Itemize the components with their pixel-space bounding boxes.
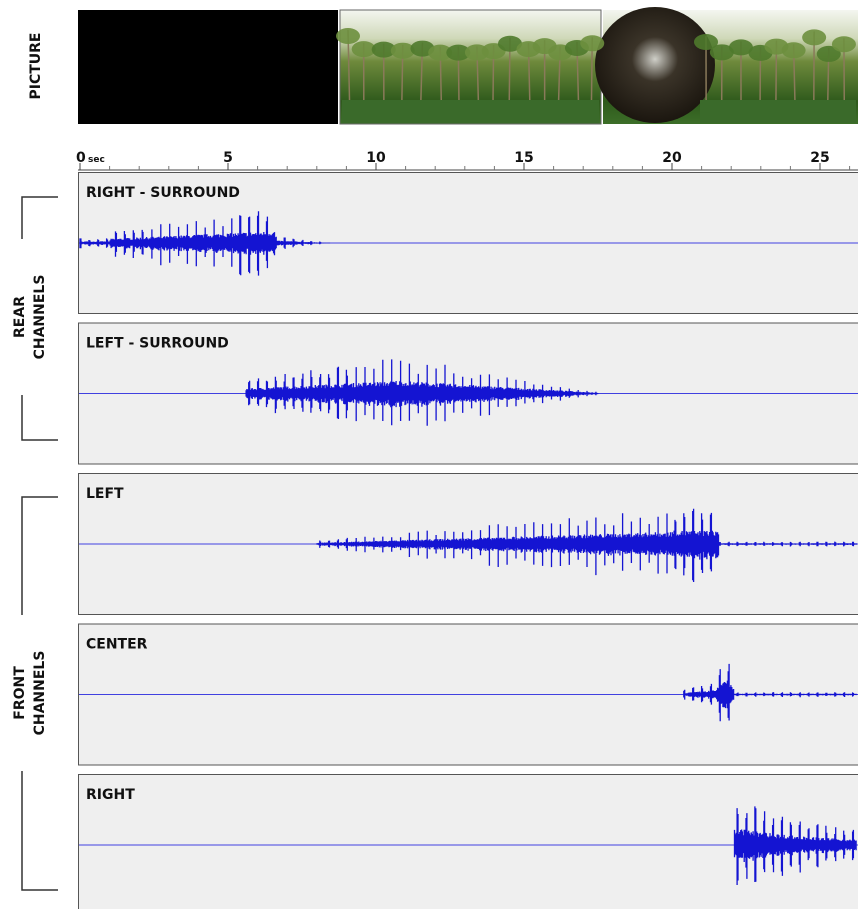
tick-label: 15 — [514, 150, 533, 166]
tick-label: 5 — [223, 150, 233, 166]
unit-label: sec — [88, 155, 105, 165]
channel-label: LEFT — [86, 486, 124, 502]
group-label: CHANNELS — [32, 651, 48, 736]
crown — [802, 29, 826, 45]
channel-label: LEFT - SURROUND — [86, 336, 229, 352]
undergrowth — [700, 100, 856, 123]
channel-label: RIGHT - SURROUND — [86, 185, 240, 201]
channel-label: CENTER — [86, 637, 148, 653]
channel-label: RIGHT — [86, 787, 135, 803]
tick-label: 25 — [810, 150, 829, 166]
frame-black — [78, 10, 338, 124]
channel-panel: RIGHT — [79, 775, 858, 910]
group-label: FRONT — [12, 666, 28, 720]
crown — [580, 35, 604, 51]
group-label: REAR — [12, 296, 28, 338]
channels: RIGHT - SURROUND LEFT - SURROUND LEFT CENTE… — [79, 173, 858, 910]
channel-panel: RIGHT - SURROUND — [79, 173, 858, 314]
crown — [336, 28, 360, 44]
picture-label: PICTURE — [28, 32, 44, 99]
channel-panel: LEFT - SURROUND — [79, 323, 858, 464]
crown — [832, 36, 856, 52]
blurred-object — [595, 7, 715, 123]
channel-panel: CENTER — [79, 624, 858, 765]
channel-panel: LEFT — [79, 474, 858, 615]
group-label: CHANNELS — [32, 275, 48, 360]
tick-label: 0 — [76, 150, 86, 166]
undergrowth — [342, 100, 599, 123]
timeline: 0 5 10 15 20 25 sec — [76, 150, 858, 170]
tick-label: 20 — [662, 150, 682, 166]
crown — [782, 42, 806, 58]
tick-label: 10 — [366, 150, 386, 166]
